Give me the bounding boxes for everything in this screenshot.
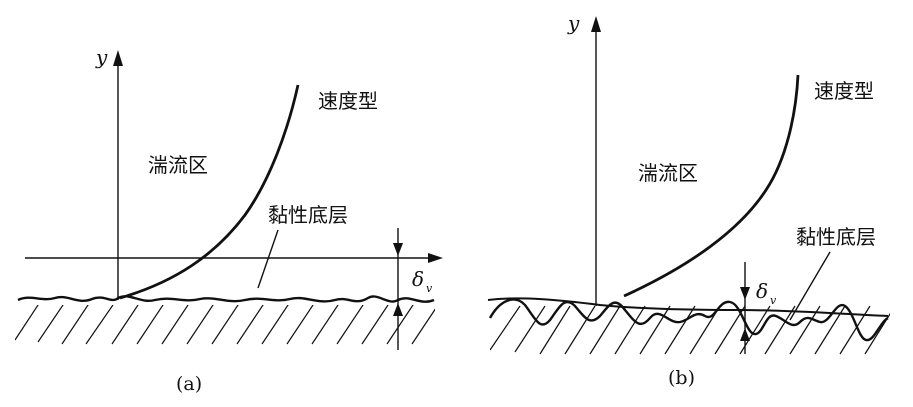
turbulent-zone-label-a: 湍流区 <box>148 153 208 177</box>
velocity-profile-label-a: 速度型 <box>318 89 378 113</box>
caption-b: (b) <box>668 367 695 389</box>
wall-hatching-a <box>15 305 435 345</box>
thickness-subscript-b: v <box>770 294 777 307</box>
thickness-arrow-down-a <box>393 243 403 256</box>
thickness-arrow-down-b <box>740 287 750 300</box>
thickness-arrow-up-a <box>393 303 403 316</box>
rough-wall-surface-a <box>17 295 435 303</box>
y-axis-label-b: y <box>567 11 580 35</box>
thickness-subscript-a: v <box>426 282 433 295</box>
viscous-sublayer-leader-b <box>789 251 831 321</box>
thickness-symbol-a: δ <box>412 267 424 291</box>
velocity-profile-curve-b <box>623 74 800 298</box>
y-axis-label-a: y <box>95 45 108 69</box>
viscous-sublayer-label-b: 黏性底层 <box>796 225 876 249</box>
viscous-sublayer-boundary-b <box>487 297 889 317</box>
velocity-profile-curve-a <box>119 84 300 300</box>
velocity-profile-label-b: 速度型 <box>814 79 874 103</box>
viscous-sublayer-label-a: 黏性底层 <box>268 203 348 227</box>
viscous-sublayer-leader-a <box>257 229 279 289</box>
y-axis-arrowhead-a <box>113 50 123 66</box>
y-axis-arrowhead-b <box>591 16 601 32</box>
thickness-arrow-up-b <box>740 328 750 341</box>
thickness-symbol-b: δ <box>756 279 768 303</box>
x-axis-arrowhead-a <box>428 253 443 263</box>
turbulent-zone-label-b: 湍流区 <box>638 161 698 185</box>
caption-a: (a) <box>176 373 202 395</box>
rough-wall-surface-b <box>488 298 889 342</box>
